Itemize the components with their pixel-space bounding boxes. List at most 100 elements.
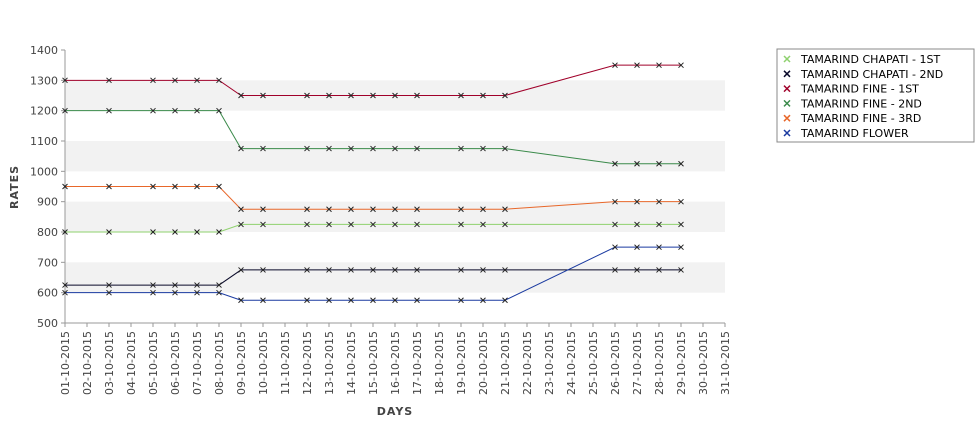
- x-axis-title: DAYS: [377, 405, 413, 418]
- legend-label: TAMARIND CHAPATI - 1ST: [800, 53, 940, 66]
- marker-stroke: [172, 289, 178, 296]
- x-tick-label: 09-10-2015: [235, 331, 248, 395]
- x-tick-label: 06-10-2015: [169, 331, 182, 395]
- marker-stroke: [216, 107, 222, 114]
- data-point: [414, 221, 420, 228]
- data-point: [194, 183, 200, 190]
- data-point: [656, 267, 662, 273]
- marker-stroke: [348, 92, 354, 99]
- data-point: [62, 289, 68, 296]
- marker-stroke: [414, 206, 420, 213]
- marker-stroke: [172, 229, 178, 235]
- marker-stroke: [62, 289, 68, 296]
- data-point: [458, 297, 464, 304]
- data-point: [260, 145, 266, 152]
- data-point: [326, 267, 332, 273]
- data-point: [238, 145, 244, 152]
- data-point: [194, 289, 200, 296]
- legend-marker: [783, 85, 791, 93]
- marker-stroke: [304, 92, 310, 99]
- marker-stroke: [62, 107, 68, 114]
- legend-item: TAMARIND CHAPATI - 2ND: [783, 68, 943, 81]
- marker-stroke: [480, 206, 486, 213]
- marker-stroke: [634, 267, 640, 273]
- data-point: [656, 198, 662, 205]
- marker-stroke: [634, 198, 640, 205]
- data-point: [62, 107, 68, 114]
- data-point: [612, 62, 618, 69]
- marker-stroke: [414, 297, 420, 304]
- marker-stroke: [172, 107, 178, 114]
- marker-stroke: [304, 297, 310, 304]
- marker-stroke: [480, 297, 486, 304]
- data-point: [480, 267, 486, 273]
- legend: TAMARIND CHAPATI - 1ST TAMARIND CHAPATI -…: [776, 48, 975, 143]
- x-tick-label: 28-10-2015: [653, 331, 666, 395]
- marker-stroke: [502, 221, 508, 228]
- data-point: [172, 229, 178, 235]
- x-tick-label: 15-10-2015: [367, 331, 380, 395]
- marker-stroke: [370, 221, 376, 228]
- y-axis-title: RATES: [8, 165, 21, 209]
- data-point: [634, 62, 640, 69]
- x-tick-label: 13-10-2015: [323, 331, 336, 395]
- marker-stroke: [348, 206, 354, 213]
- data-point: [634, 198, 640, 205]
- marker-stroke: [194, 289, 200, 296]
- data-point: [502, 221, 508, 228]
- x-tick-label: 22-10-2015: [521, 331, 534, 395]
- y-tick-label: 500: [37, 317, 58, 330]
- x-tick-label: 27-10-2015: [631, 331, 644, 395]
- data-point: [106, 183, 112, 190]
- x-tick-label: 07-10-2015: [191, 331, 204, 395]
- data-point: [370, 206, 376, 213]
- marker-stroke: [304, 145, 310, 152]
- data-point: [216, 77, 222, 84]
- marker-stroke: [216, 289, 222, 296]
- data-point: [392, 297, 398, 304]
- marker-stroke: [260, 206, 266, 213]
- data-point: [216, 229, 222, 235]
- data-point: [370, 145, 376, 152]
- marker-stroke: [326, 297, 332, 304]
- data-point: [260, 221, 266, 228]
- data-point: [634, 221, 640, 228]
- data-point: [634, 244, 640, 251]
- x-tick-label: 21-10-2015: [499, 331, 512, 395]
- x-tick-label: 16-10-2015: [389, 331, 402, 395]
- data-point: [502, 145, 508, 152]
- data-point: [238, 297, 244, 304]
- legend-marker: [783, 55, 791, 63]
- marker-stroke: [194, 282, 200, 288]
- x-tick-label: 08-10-2015: [213, 331, 226, 395]
- data-point: [304, 145, 310, 152]
- marker-stroke: [656, 160, 662, 167]
- x-tick-label: 29-10-2015: [675, 331, 688, 395]
- y-tick-label: 800: [37, 226, 58, 239]
- data-point: [480, 221, 486, 228]
- data-point: [414, 267, 420, 273]
- marker-stroke: [370, 297, 376, 304]
- marker-stroke: [238, 145, 244, 152]
- data-point: [348, 297, 354, 304]
- x-tick-label: 31-10-2015: [719, 331, 732, 395]
- legend-item: TAMARIND FINE - 3RD: [783, 112, 921, 125]
- data-point: [612, 198, 618, 205]
- marker-stroke: [414, 145, 420, 152]
- data-point: [326, 297, 332, 304]
- grid-band: [65, 262, 725, 293]
- marker-stroke: [414, 92, 420, 99]
- marker-stroke: [238, 297, 244, 304]
- data-point: [480, 297, 486, 304]
- data-point: [348, 145, 354, 152]
- legend-marker: [783, 99, 791, 107]
- marker-stroke: [106, 107, 112, 114]
- data-point: [612, 267, 618, 273]
- data-point: [238, 221, 244, 228]
- data-point: [678, 160, 684, 167]
- legend-marker: [783, 114, 791, 122]
- data-point: [414, 297, 420, 304]
- marker-stroke: [326, 206, 332, 213]
- data-point: [106, 289, 112, 296]
- marker-stroke: [216, 229, 222, 235]
